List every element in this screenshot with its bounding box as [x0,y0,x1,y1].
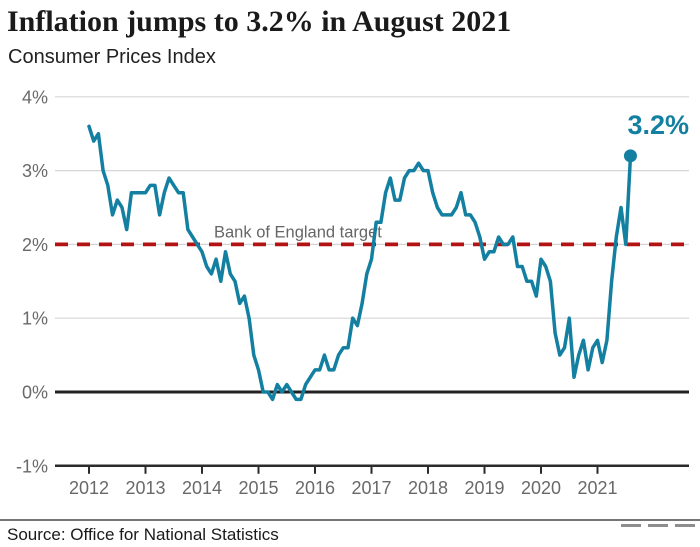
x-tick-label: 2019 [464,478,504,498]
x-tick-label: 2018 [408,478,448,498]
x-tick-label: 2016 [295,478,335,498]
x-tick-label: 2017 [351,478,391,498]
x-tick-label: 2020 [521,478,561,498]
x-tick-label: 2012 [69,478,109,498]
y-tick-label: 2% [22,235,48,255]
y-tick-label: 0% [22,383,48,403]
source-attribution: Source: Office for National Statistics [7,525,279,544]
page-title: Inflation jumps to 3.2% in August 2021 [7,5,512,38]
x-tick-label: 2015 [238,478,278,498]
y-tick-label: 4% [22,87,48,107]
footer-divider [0,519,700,521]
chart-subtitle: Consumer Prices Index [8,46,216,68]
y-tick-label: 3% [22,161,48,181]
x-tick-label: 2013 [125,478,165,498]
three-dashes-icon [621,524,695,527]
x-tick-label: 2014 [182,478,222,498]
latest-point-marker [623,149,637,163]
cpi-series-line [87,124,633,402]
y-tick-label: -1% [16,456,48,476]
y-tick-label: 1% [22,309,48,329]
x-tick-label: 2021 [577,478,617,498]
target-line-label: Bank of England target [214,223,382,241]
latest-value-label: 3.2% [627,110,689,140]
